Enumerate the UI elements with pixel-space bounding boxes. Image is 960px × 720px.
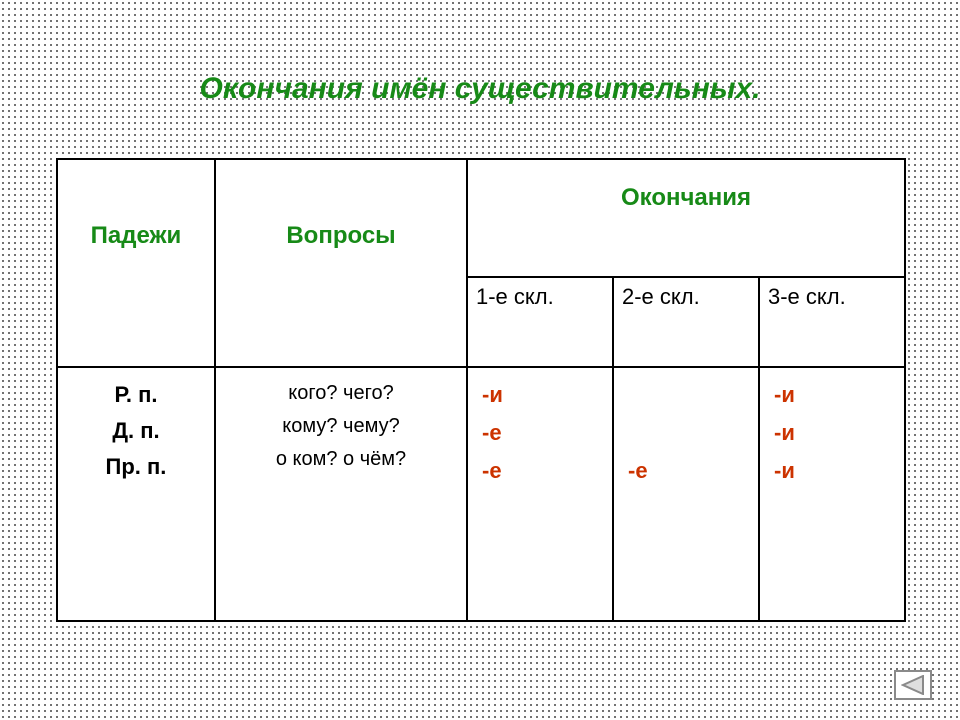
header-questions: Вопросы	[215, 159, 467, 367]
case-label: Д. п.	[112, 418, 159, 444]
questions-cell: кого? чего? кому? чему? о ком? о чём?	[215, 367, 467, 621]
ending-value: -и	[774, 420, 795, 448]
decl1-cell: -и -е -е	[467, 367, 613, 621]
case-label: Р. п.	[114, 382, 157, 408]
question-label: кому? чему?	[282, 415, 399, 438]
ending-value: -и	[774, 382, 795, 410]
ending-value: -е	[482, 420, 502, 448]
cases-cell: Р. п. Д. п. Пр. п.	[57, 367, 215, 621]
grammar-table: Падежи Вопросы Окончания 1-е скл. 2-е ск…	[56, 158, 904, 622]
case-label: Пр. п.	[106, 454, 167, 480]
ending-value: -е	[628, 458, 648, 486]
header-endings: Окончания	[467, 159, 905, 277]
header-decl3: 3-е скл.	[759, 277, 905, 367]
decl2-cell: -е	[613, 367, 759, 621]
question-label: кого? чего?	[288, 382, 393, 405]
header-decl1: 1-е скл.	[467, 277, 613, 367]
triangle-left-icon	[901, 675, 925, 695]
page-title: Окончания имён существительных.	[0, 72, 960, 106]
header-cases: Падежи	[57, 159, 215, 367]
header-decl2: 2-е скл.	[613, 277, 759, 367]
ending-value: -и	[482, 382, 503, 410]
ending-value: -и	[774, 458, 795, 486]
decl3-cell: -и -и -и	[759, 367, 905, 621]
question-label: о ком? о чём?	[276, 448, 406, 471]
previous-button[interactable]	[894, 670, 932, 700]
ending-value: -е	[482, 458, 502, 486]
